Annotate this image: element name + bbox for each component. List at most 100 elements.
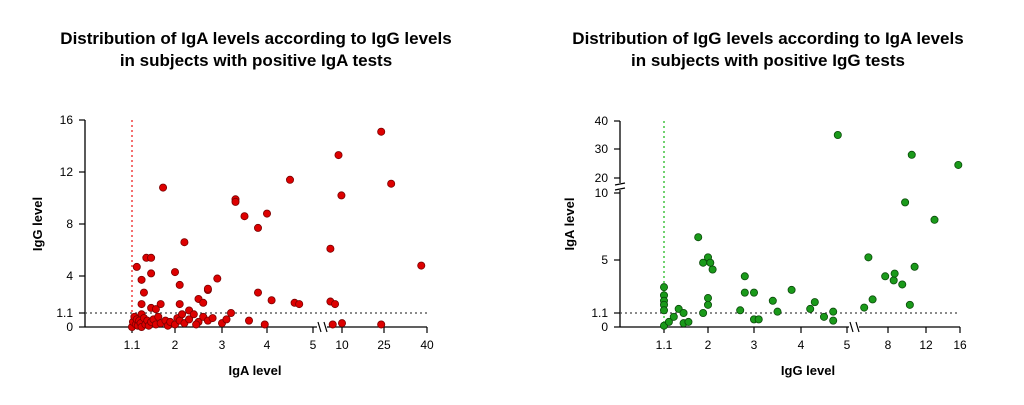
right-data-point bbox=[669, 312, 678, 321]
left-chart-title: Distribution of IgA levels according to … bbox=[0, 28, 512, 72]
right-x-tick-label: 16 bbox=[953, 338, 967, 352]
right-data-point bbox=[699, 308, 708, 317]
right-x-axis-break-mark bbox=[855, 321, 860, 333]
right-data-point bbox=[749, 288, 758, 297]
left-chart-panel: Distribution of IgA levels according to … bbox=[0, 28, 512, 378]
left-data-point bbox=[170, 268, 179, 277]
left-data-point bbox=[267, 296, 276, 305]
left-data-point bbox=[377, 127, 386, 136]
left-data-point bbox=[417, 261, 426, 270]
right-y-tick-label: 20 bbox=[595, 171, 609, 185]
left-data-point bbox=[253, 288, 262, 297]
left-data-point bbox=[139, 288, 148, 297]
left-data-point bbox=[147, 269, 156, 278]
left-data-point bbox=[226, 308, 235, 317]
left-data-point bbox=[175, 300, 184, 309]
left-y-tick-label: 4 bbox=[66, 269, 73, 283]
left-x-tick-label: 2 bbox=[172, 338, 179, 352]
left-y-tick-label: 0 bbox=[66, 320, 73, 334]
left-x-tick-label: 1.1 bbox=[124, 338, 141, 352]
left-data-point bbox=[244, 316, 253, 325]
left-data-point bbox=[295, 300, 304, 309]
right-x-tick-label: 12 bbox=[919, 338, 933, 352]
left-data-point bbox=[159, 183, 168, 192]
right-data-point bbox=[679, 308, 688, 317]
right-data-point bbox=[829, 316, 838, 325]
right-x-tick-label: 3 bbox=[751, 338, 758, 352]
right-x-tick-label: 1.1 bbox=[656, 338, 673, 352]
right-data-point bbox=[860, 303, 869, 312]
left-x-tick-label: 5 bbox=[310, 338, 317, 352]
left-data-point bbox=[231, 197, 240, 206]
left-data-point bbox=[185, 315, 194, 324]
right-data-point bbox=[930, 215, 939, 224]
right-y-axis-break-mark bbox=[614, 182, 626, 186]
right-data-point bbox=[905, 300, 914, 309]
left-data-point bbox=[331, 300, 340, 309]
right-data-point bbox=[833, 130, 842, 139]
left-y-axis-title: IgG level bbox=[30, 197, 45, 251]
right-data-point bbox=[659, 283, 668, 292]
right-data-point bbox=[659, 306, 668, 315]
right-x-axis-title: IgG level bbox=[781, 363, 835, 378]
left-y-tick-label: 1.1 bbox=[56, 306, 73, 320]
right-chart-title-line-1: Distribution of IgG levels according to … bbox=[572, 29, 964, 48]
right-data-point bbox=[868, 295, 877, 304]
left-data-point bbox=[260, 320, 269, 329]
right-y-tick-label: 0 bbox=[601, 320, 608, 334]
right-data-point bbox=[787, 285, 796, 294]
left-data-point bbox=[178, 310, 187, 319]
right-data-point bbox=[664, 317, 673, 326]
left-data-point bbox=[326, 244, 335, 253]
left-data-point bbox=[189, 310, 198, 319]
right-y-tick-label: 10 bbox=[595, 186, 609, 200]
left-x-tick-label: 3 bbox=[219, 338, 226, 352]
left-data-point bbox=[147, 253, 156, 262]
right-x-axis-break-mark bbox=[849, 321, 854, 333]
left-data-point bbox=[199, 298, 208, 307]
left-x-tick-label: 40 bbox=[420, 338, 434, 352]
right-chart-title-line-2: in subjects with positive IgG tests bbox=[631, 51, 905, 70]
left-data-point bbox=[222, 315, 231, 324]
right-data-point bbox=[684, 317, 693, 326]
right-data-point bbox=[694, 233, 703, 242]
right-data-point bbox=[706, 258, 715, 267]
right-x-tick-label: 8 bbox=[885, 338, 892, 352]
left-data-point bbox=[156, 300, 165, 309]
right-y-tick-label: 30 bbox=[595, 142, 609, 156]
left-y-tick-label: 8 bbox=[66, 217, 73, 231]
right-data-point bbox=[898, 280, 907, 289]
right-data-point bbox=[736, 306, 745, 315]
right-data-point bbox=[740, 272, 749, 281]
right-data-point bbox=[907, 150, 916, 159]
right-y-tick-label: 1.1 bbox=[591, 306, 608, 320]
left-data-point bbox=[377, 320, 386, 329]
left-data-point bbox=[132, 262, 141, 271]
right-data-point bbox=[829, 307, 838, 316]
left-data-point bbox=[203, 284, 212, 293]
left-data-point bbox=[137, 275, 146, 284]
right-data-point bbox=[768, 296, 777, 305]
left-data-point bbox=[262, 209, 271, 218]
left-data-point bbox=[151, 305, 160, 314]
right-data-point bbox=[864, 253, 873, 262]
right-data-point bbox=[754, 315, 763, 324]
left-x-tick-label: 10 bbox=[335, 338, 349, 352]
left-data-point bbox=[387, 179, 396, 188]
left-data-point bbox=[175, 280, 184, 289]
right-data-point bbox=[901, 198, 910, 207]
left-data-point bbox=[240, 212, 249, 221]
left-y-tick-label: 16 bbox=[60, 113, 74, 127]
right-y-tick-label: 5 bbox=[601, 253, 608, 267]
right-data-point bbox=[703, 294, 712, 303]
right-data-point bbox=[819, 312, 828, 321]
right-y-axis-title: IgA level bbox=[562, 198, 577, 251]
left-data-point bbox=[213, 274, 222, 283]
right-data-point bbox=[703, 300, 712, 309]
left-data-point bbox=[253, 223, 262, 232]
right-chart-panel: Distribution of IgG levels according to … bbox=[512, 0, 1024, 405]
left-chart-title-line-1: Distribution of IgA levels according to … bbox=[60, 29, 452, 48]
right-data-point bbox=[881, 272, 890, 281]
